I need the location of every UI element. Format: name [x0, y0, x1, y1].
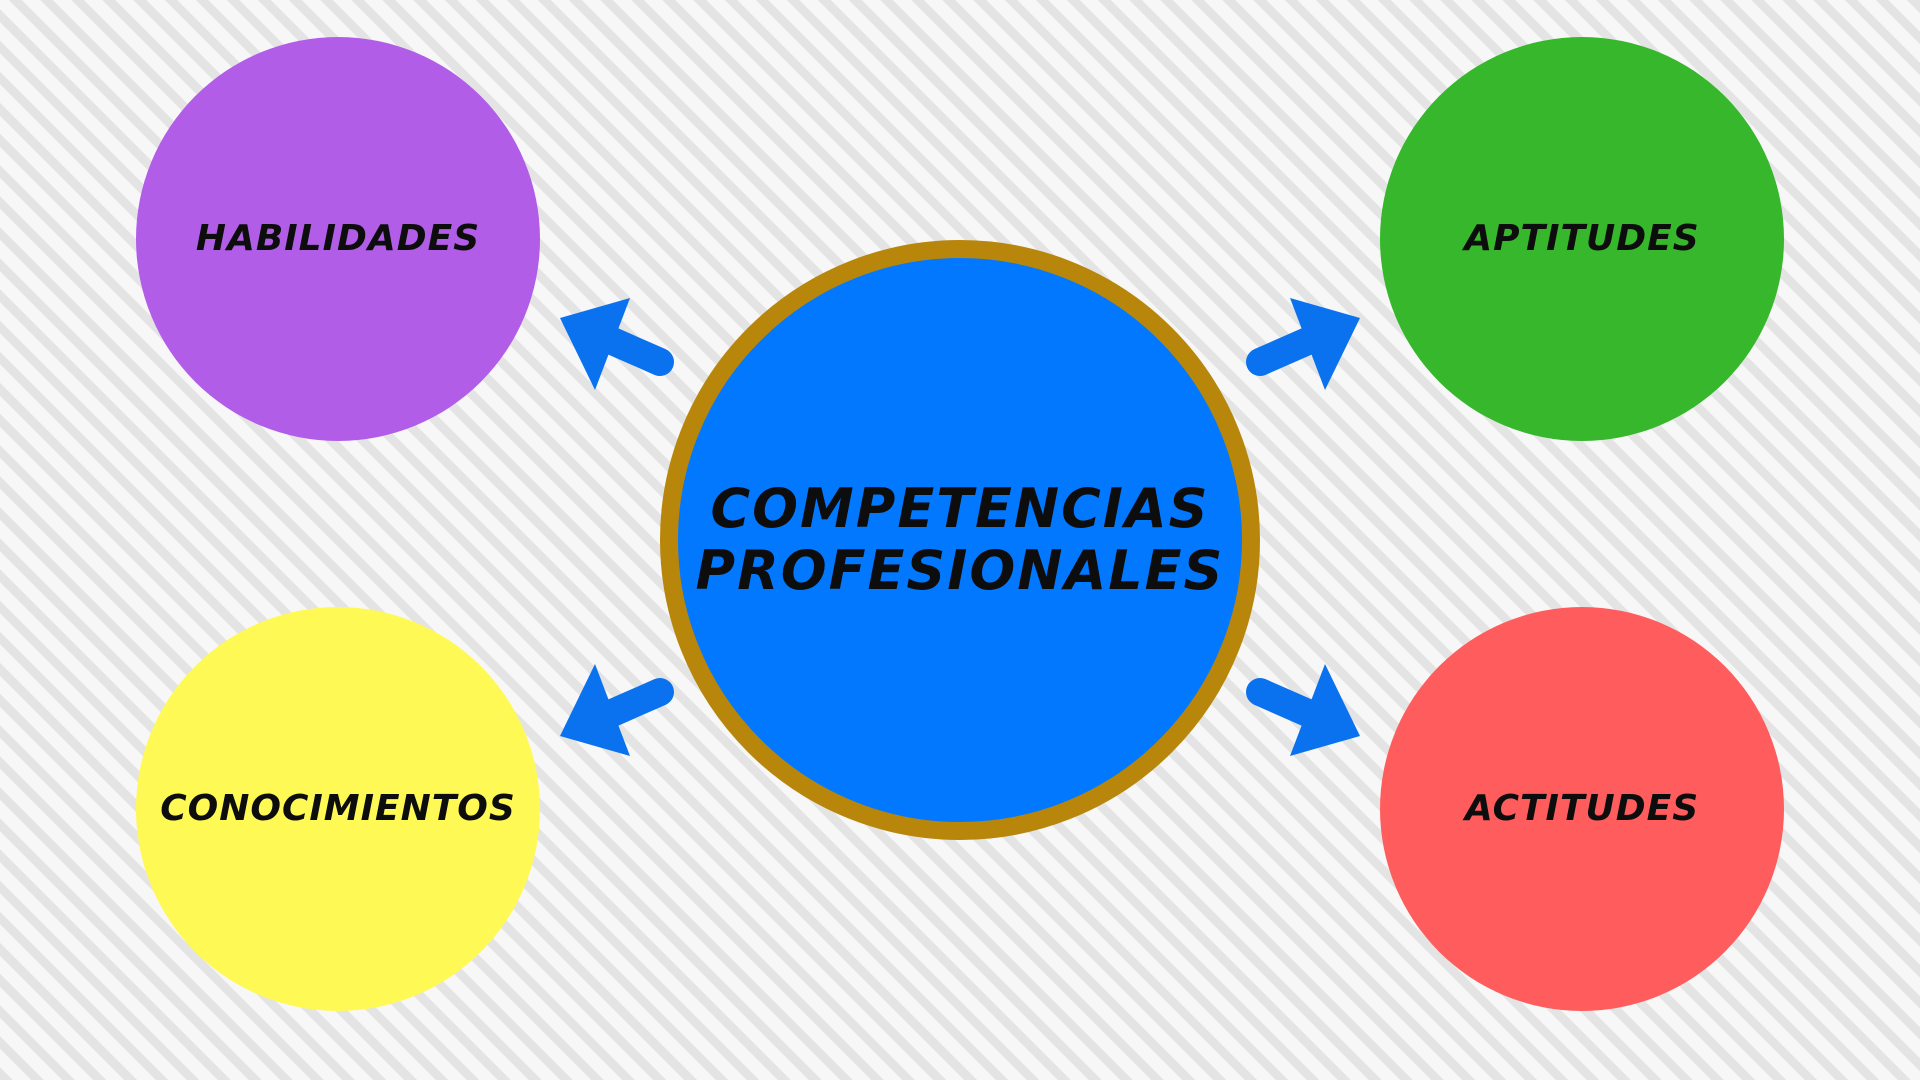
arrow-to-conocimientos — [560, 664, 674, 756]
node-aptitudes-label: APTITUDES — [1464, 218, 1700, 260]
arrow-to-habilidades — [560, 298, 674, 390]
node-conocimientos-label: CONOCIMIENTOS — [160, 788, 516, 830]
node-actitudes-label: ACTITUDES — [1464, 788, 1700, 830]
center-label: COMPETENCIAS PROFESIONALES — [676, 476, 1245, 602]
node-competencias-profesionales: COMPETENCIAS PROFESIONALES — [660, 240, 1260, 840]
node-habilidades-label: HABILIDADES — [195, 218, 481, 260]
center-label-line-1: COMPETENCIAS — [710, 476, 1210, 540]
node-conocimientos: CONOCIMIENTOS — [136, 607, 540, 1011]
arrow-to-aptitudes — [1246, 298, 1360, 390]
node-actitudes: ACTITUDES — [1380, 607, 1784, 1011]
center-label-line-2: PROFESIONALES — [695, 539, 1225, 602]
arrow-to-actitudes — [1246, 664, 1360, 756]
node-habilidades: HABILIDADES — [136, 37, 540, 441]
node-aptitudes: APTITUDES — [1380, 37, 1784, 441]
